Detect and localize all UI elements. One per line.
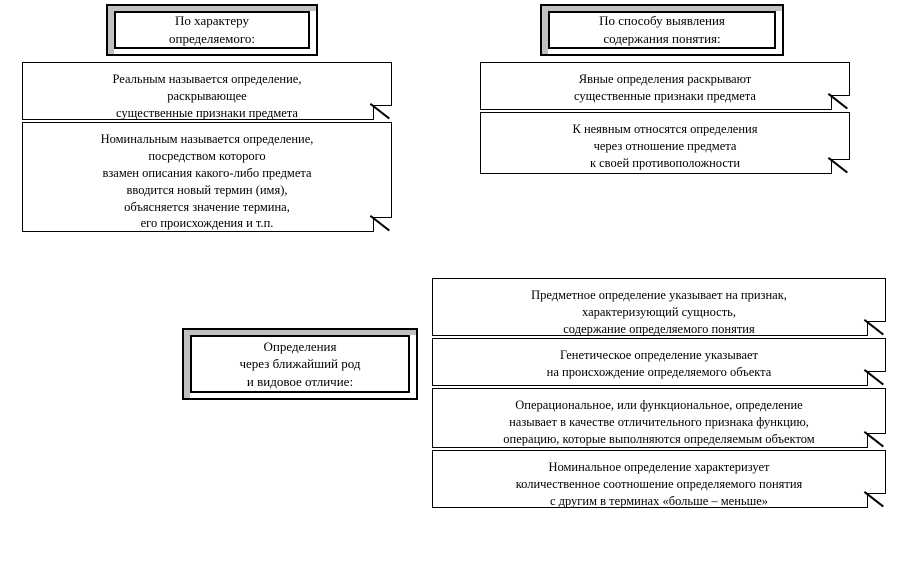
group2-note1-text: Явные определения раскрывают существенны… [574, 72, 756, 103]
group3-note4-text: Номинальное определение характеризует ко… [516, 460, 803, 508]
group3-note1-text: Предметное определение указывает на приз… [531, 288, 787, 336]
group3-note1: Предметное определение указывает на приз… [432, 278, 886, 336]
group1-header: По характеру определяемого: [118, 14, 306, 46]
group2-header: По способу выявления содержания понятия: [552, 14, 772, 46]
group1-note1-text: Реальным называется определение, раскрыв… [113, 72, 302, 120]
group2-note1: Явные определения раскрывают существенны… [480, 62, 850, 110]
group3-header: Определения через ближайший род и видово… [194, 338, 406, 390]
group3-note2-text: Генетическое определение указывает на пр… [547, 348, 772, 379]
group1-note2-text: Номинальным называется определение, поср… [101, 132, 314, 230]
group3-note3-text: Операциональное, или функциональное, опр… [503, 398, 814, 446]
group2-note2: К неявным относятся определения через от… [480, 112, 850, 174]
group3-note2: Генетическое определение указывает на пр… [432, 338, 886, 386]
group3-note3: Операциональное, или функциональное, опр… [432, 388, 886, 448]
group1-note2: Номинальным называется определение, поср… [22, 122, 392, 232]
group1-header-text: По характеру определяемого: [169, 12, 255, 47]
group2-note2-text: К неявным относятся определения через от… [572, 122, 757, 170]
group2-header-text: По способу выявления содержания понятия: [599, 12, 725, 47]
group1-note1: Реальным называется определение, раскрыв… [22, 62, 392, 120]
group3-header-text: Определения через ближайший род и видово… [240, 338, 361, 391]
group3-note4: Номинальное определение характеризует ко… [432, 450, 886, 508]
